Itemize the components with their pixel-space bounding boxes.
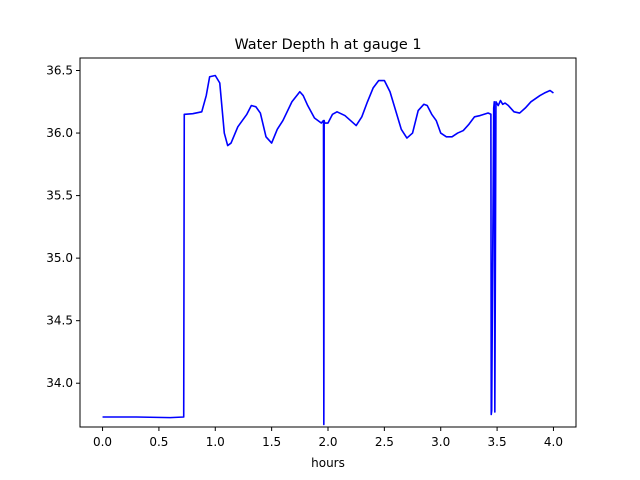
x-tick-label: 0.0: [93, 435, 112, 449]
x-tick-label: 3.0: [431, 435, 450, 449]
y-axis: 34.0 34.5 35.0 35.5 36.0 36.5: [46, 64, 80, 390]
y-tick-label: 36.5: [46, 64, 73, 78]
chart-title: Water Depth h at gauge 1: [234, 37, 421, 53]
x-axis-label: hours: [311, 456, 345, 470]
y-tick-label: 34.5: [46, 314, 73, 328]
series-line-0: [102, 74, 554, 426]
plot-area-frame: [79, 57, 577, 428]
y-tick-label: 36.0: [46, 126, 73, 140]
x-tick-label: 1.5: [262, 435, 281, 449]
x-tick-label: 3.5: [488, 435, 507, 449]
x-tick-label: 2.5: [375, 435, 394, 449]
y-tick-label: 34.0: [46, 376, 73, 390]
series-layer: [102, 74, 554, 426]
x-tick-label: 1.0: [206, 435, 225, 449]
y-tick-label: 35.5: [46, 189, 73, 203]
x-tick-label: 4.0: [544, 435, 563, 449]
x-tick-label: 0.5: [149, 435, 168, 449]
x-tick-label: 2.0: [318, 435, 337, 449]
y-tick-label: 35.0: [46, 251, 73, 265]
x-axis: 0.0 0.5 1.0 1.5 2.0 2.5 3.0 3.5 4.0: [93, 427, 563, 449]
